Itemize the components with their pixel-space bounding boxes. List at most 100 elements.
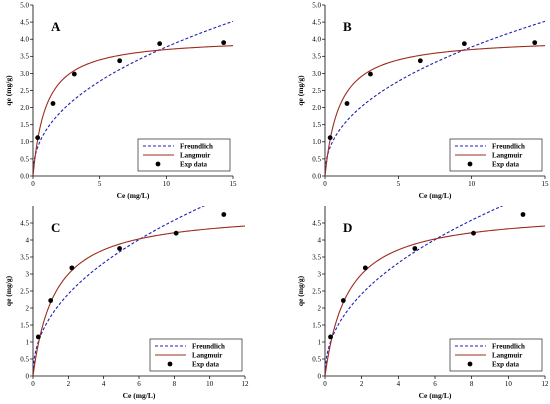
panel-letter: B <box>343 19 352 34</box>
exp-data-point <box>412 246 418 251</box>
y-tick-label: 1.0 <box>20 138 29 146</box>
legend-label: Langmuir <box>492 152 522 160</box>
exp-data-point <box>461 41 467 47</box>
y-tick-label: 0.0 <box>312 172 321 180</box>
y-tick-label: 0.0 <box>20 172 29 180</box>
y-tick-label: 4.5 <box>312 219 321 227</box>
legend-label: Freundlich <box>192 343 225 351</box>
exp-data-point <box>328 334 333 340</box>
y-tick-label: 0.5 <box>312 355 321 363</box>
y-tick-label: 5.0 <box>312 1 321 9</box>
x-tick-label: 0 <box>323 380 327 388</box>
exp-data-point <box>417 58 423 64</box>
exp-data-point <box>362 265 368 271</box>
y-tick-label: 2.0 <box>20 104 29 112</box>
legend-label: Exp data <box>492 361 520 369</box>
legend-label: Exp data <box>180 161 208 169</box>
y-axis-title: qe (mg/g) <box>4 275 13 306</box>
x-tick-label: 0 <box>323 180 327 188</box>
y-tick-label: 4 <box>26 236 30 244</box>
y-tick-label: 1.0 <box>312 138 321 146</box>
y-tick-label: 3 <box>26 270 30 278</box>
y-axis-title: qe (mg/g) <box>4 75 13 106</box>
y-tick-label: 0.5 <box>20 355 29 363</box>
x-tick-label: 8 <box>470 380 474 388</box>
langmuir-curve <box>325 225 545 376</box>
x-axis-title: Ce (mg/L) <box>419 391 452 400</box>
exp-data-point <box>221 40 227 46</box>
freundlich-curve <box>325 206 504 374</box>
x-tick-label: 2 <box>360 380 364 388</box>
legend-label: Freundlich <box>492 343 525 351</box>
exp-data-legend-swatch <box>155 161 161 167</box>
x-tick-label: 4 <box>102 380 106 388</box>
y-tick-label: 2.5 <box>20 287 29 295</box>
panel-letter: C <box>51 220 60 235</box>
legend-label: Freundlich <box>180 143 213 151</box>
y-tick-label: 3.5 <box>20 253 29 261</box>
panel-b: 0.0 0.5 1.0 1.5 2.0 2.5 3.0 3.5 4.0 4.5 5.0 0 5 10 15 C… <box>296 1 549 200</box>
y-tick-label: 2.5 <box>312 287 321 295</box>
x-tick-label: 6 <box>433 380 437 388</box>
x-tick-label: 5 <box>397 180 401 188</box>
x-tick-label: 12 <box>542 380 550 388</box>
x-tick-label: 12 <box>242 380 250 388</box>
exp-data-point <box>173 230 179 236</box>
exp-data-point <box>71 71 77 77</box>
y-tick-label: 4.0 <box>312 36 321 44</box>
panel-letter: A <box>51 19 61 34</box>
exp-data-point <box>532 40 538 46</box>
y-axis-title: qe (mg/g) <box>296 275 305 306</box>
y-tick-label: 4.5 <box>20 219 29 227</box>
x-tick-label: 0 <box>31 180 35 188</box>
y-tick-label: 2.5 <box>312 87 321 95</box>
langmuir-curve <box>325 45 545 176</box>
exp-data-point <box>50 101 56 106</box>
exp-data-point <box>520 212 526 217</box>
langmuir-curve <box>33 45 233 176</box>
y-tick-label: 1.5 <box>312 121 321 129</box>
x-tick-label: 10 <box>468 180 476 188</box>
freundlich-curve <box>325 20 545 174</box>
y-tick-label: 2 <box>318 304 322 312</box>
x-tick-label: 10 <box>206 380 214 388</box>
exp-data-point <box>221 212 227 217</box>
panel-d: 0 0.5 1 1.5 2 2.5 3 3.5 4 4.5 0 2 4 6 8 10 12 Ce (mg/L) qe… <box>296 206 550 400</box>
exp-data-point <box>344 101 350 106</box>
y-tick-label: 1 <box>26 338 30 346</box>
y-tick-label: 4.5 <box>312 19 321 27</box>
x-tick-label: 0 <box>31 380 35 388</box>
legend-label: Freundlich <box>492 143 525 151</box>
x-tick-label: 5 <box>98 180 102 188</box>
legend-label: Langmuir <box>192 352 222 360</box>
legend-label: Langmuir <box>180 152 210 160</box>
legend-label: Langmuir <box>492 352 522 360</box>
y-tick-label: 4.5 <box>20 19 29 27</box>
y-tick-label: 4 <box>318 236 322 244</box>
exp-data-point <box>48 298 54 303</box>
exp-data-point <box>35 334 41 340</box>
x-tick-label: 10 <box>163 180 171 188</box>
y-tick-label: 0 <box>318 372 322 380</box>
x-tick-label: 8 <box>173 380 177 388</box>
x-axis-title: Ce (mg/L) <box>117 191 150 200</box>
y-tick-label: 3.5 <box>312 53 321 61</box>
exp-data-legend-swatch <box>467 361 473 367</box>
x-axis-title: Ce (mg/L) <box>123 391 156 400</box>
exp-data-point <box>117 246 122 251</box>
x-tick-label: 15 <box>230 180 238 188</box>
legend-label: Exp data <box>492 161 520 169</box>
y-tick-label: 3.5 <box>20 53 29 61</box>
y-tick-label: 3.5 <box>312 253 321 261</box>
y-tick-label: 1.5 <box>312 321 321 329</box>
y-tick-label: 2.5 <box>20 87 29 95</box>
y-tick-label: 2 <box>26 304 30 312</box>
exp-data-point <box>35 135 41 141</box>
exp-data-point <box>368 71 373 77</box>
y-tick-label: 1.5 <box>20 321 29 329</box>
exp-data-point <box>157 41 163 47</box>
y-tick-label: 5.0 <box>20 1 29 9</box>
freundlich-curve <box>33 20 233 174</box>
